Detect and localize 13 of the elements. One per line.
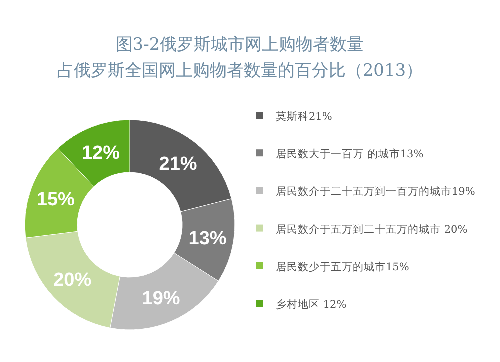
chart-title: 图3-2俄罗斯城市网上购物者数量占俄罗斯全国网上购物者数量的百分比（2013） xyxy=(56,35,424,81)
legend-label: 居民数介于五万到二十五万的城市 20% xyxy=(276,222,468,236)
data-label: 20% xyxy=(54,270,92,291)
legend-label: 居民数少于五万的城市15% xyxy=(276,260,410,274)
data-label: 19% xyxy=(142,288,180,310)
legend-label: 居民数介于二十五万到一百万的城市19% xyxy=(276,185,476,198)
data-label: 13% xyxy=(188,228,227,250)
legend-label: 乡村地区 12% xyxy=(276,298,347,311)
data-label: 15% xyxy=(36,189,76,210)
legend-label: 居民数大于一百万 的城市13% xyxy=(276,148,424,161)
data-label: 21% xyxy=(159,154,198,175)
legend-label: 莫斯科21% xyxy=(276,110,332,123)
data-label: 12% xyxy=(82,142,120,164)
